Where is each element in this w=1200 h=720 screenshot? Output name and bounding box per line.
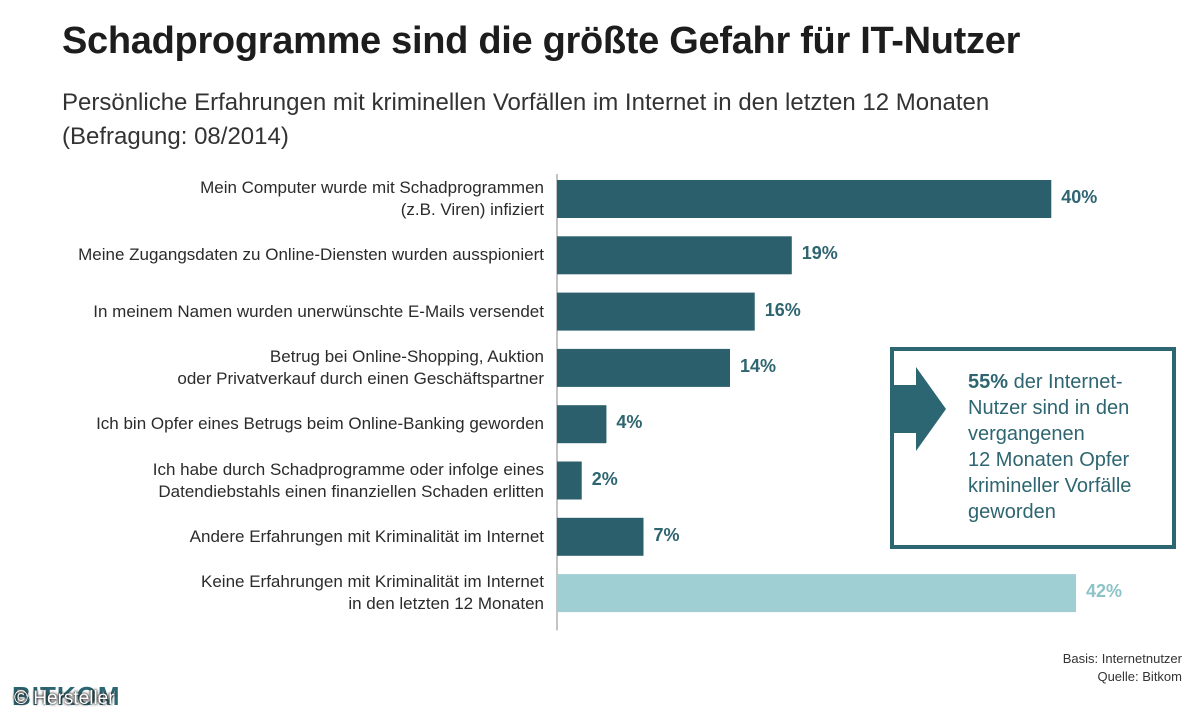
bar-6	[557, 461, 582, 500]
callout-line-4: 12 Monaten Opfer	[968, 449, 1130, 471]
category-label-line: in den letzten 12 Monaten	[348, 594, 544, 614]
category-label: Andere Erfahrungen mit Kriminalität im I…	[0, 526, 544, 548]
value-label: 2%	[591, 468, 618, 489]
callout-line-1: 55% der Internet-	[968, 369, 1168, 395]
callout-line-6: geworden	[968, 501, 1056, 523]
bar-3	[557, 292, 755, 331]
callout-line-5: krimineller Vorfälle	[968, 475, 1132, 497]
category-label-line: Keine Erfahrungen mit Kriminalität im In…	[201, 572, 544, 592]
bitkom-logo: BITKOM	[12, 681, 121, 711]
callout-line-2: Nutzer sind in den	[968, 397, 1130, 419]
source-text: Quelle: Bitkom	[1097, 669, 1182, 684]
arrow-right-icon	[890, 367, 946, 451]
callout-highlight: 55%	[968, 371, 1009, 393]
value-label: 16%	[764, 299, 801, 320]
value-label: 7%	[653, 524, 680, 545]
category-label: Keine Erfahrungen mit Kriminalität im In…	[0, 571, 544, 615]
category-label: Ich habe durch Schadprogramme oder infol…	[0, 459, 544, 503]
category-label-line: Andere Erfahrungen mit Kriminalität im I…	[189, 526, 544, 546]
category-label-line: Meine Zugangsdaten zu Online-Diensten wu…	[78, 245, 544, 265]
bar-7	[557, 517, 644, 556]
category-label-line: (z.B. Viren) infiziert	[400, 200, 544, 219]
callout-text: 55% der Internet- Nutzer sind in den ver…	[968, 369, 1168, 525]
chart-title: Schadprogramme sind die größte Gefahr fü…	[62, 20, 1021, 62]
subtitle-line: Persönliche Erfahrungen mit kriminellen …	[62, 89, 990, 116]
bar-8	[557, 574, 1076, 613]
callout-line-1-text: der Internet-	[1013, 371, 1123, 393]
bar-1	[557, 180, 1052, 218]
callout-line-3: vergangenen	[968, 423, 1085, 445]
bar-4	[557, 348, 730, 387]
subtitle-line: (Befragung: 08/2014)	[62, 123, 289, 150]
category-label: Ich bin Opfer eines Betrugs beim Online-…	[0, 413, 544, 435]
value-label: 19%	[801, 243, 838, 264]
category-label: In meinem Namen wurden unerwünschte E-Ma…	[0, 301, 544, 323]
category-label-line: Ich bin Opfer eines Betrugs beim Online-…	[96, 414, 544, 434]
category-label: Mein Computer wurde mit Schadprogrammen (…	[0, 177, 544, 221]
chart-subtitle: Persönliche Erfahrungen mit kriminellen …	[62, 86, 989, 154]
bar-5	[557, 405, 607, 444]
category-label-line: Datendiebstahls einen finanziellen Schad…	[158, 481, 544, 501]
category-label-line: oder Privatverkauf durch einen Geschäfts…	[177, 368, 544, 388]
basis-text: Basis: Internetnutzer	[1062, 651, 1182, 666]
category-label: Meine Zugangsdaten zu Online-Diensten wu…	[0, 244, 544, 266]
category-label-line: Mein Computer wurde mit Schadprogrammen	[200, 178, 544, 197]
value-label: 42%	[1086, 581, 1123, 602]
value-label: 4%	[616, 412, 643, 433]
value-label: 14%	[740, 355, 777, 376]
category-label-line: Betrug bei Online-Shopping, Auktion	[269, 346, 544, 366]
category-label-line: Ich habe durch Schadprogramme oder infol…	[152, 459, 544, 479]
category-label: Betrug bei Online-Shopping, Auktion oder …	[0, 346, 544, 390]
image-credit: © Hersteller	[14, 688, 115, 709]
summary-callout: 55% der Internet- Nutzer sind in den ver…	[890, 347, 1176, 549]
source-note: Basis: Internetnutzer Quelle: Bitkom	[1063, 650, 1182, 686]
bar-2	[557, 236, 792, 275]
value-label: 40%	[1061, 187, 1098, 207]
category-label-line: In meinem Namen wurden unerwünschte E-Ma…	[93, 301, 544, 321]
